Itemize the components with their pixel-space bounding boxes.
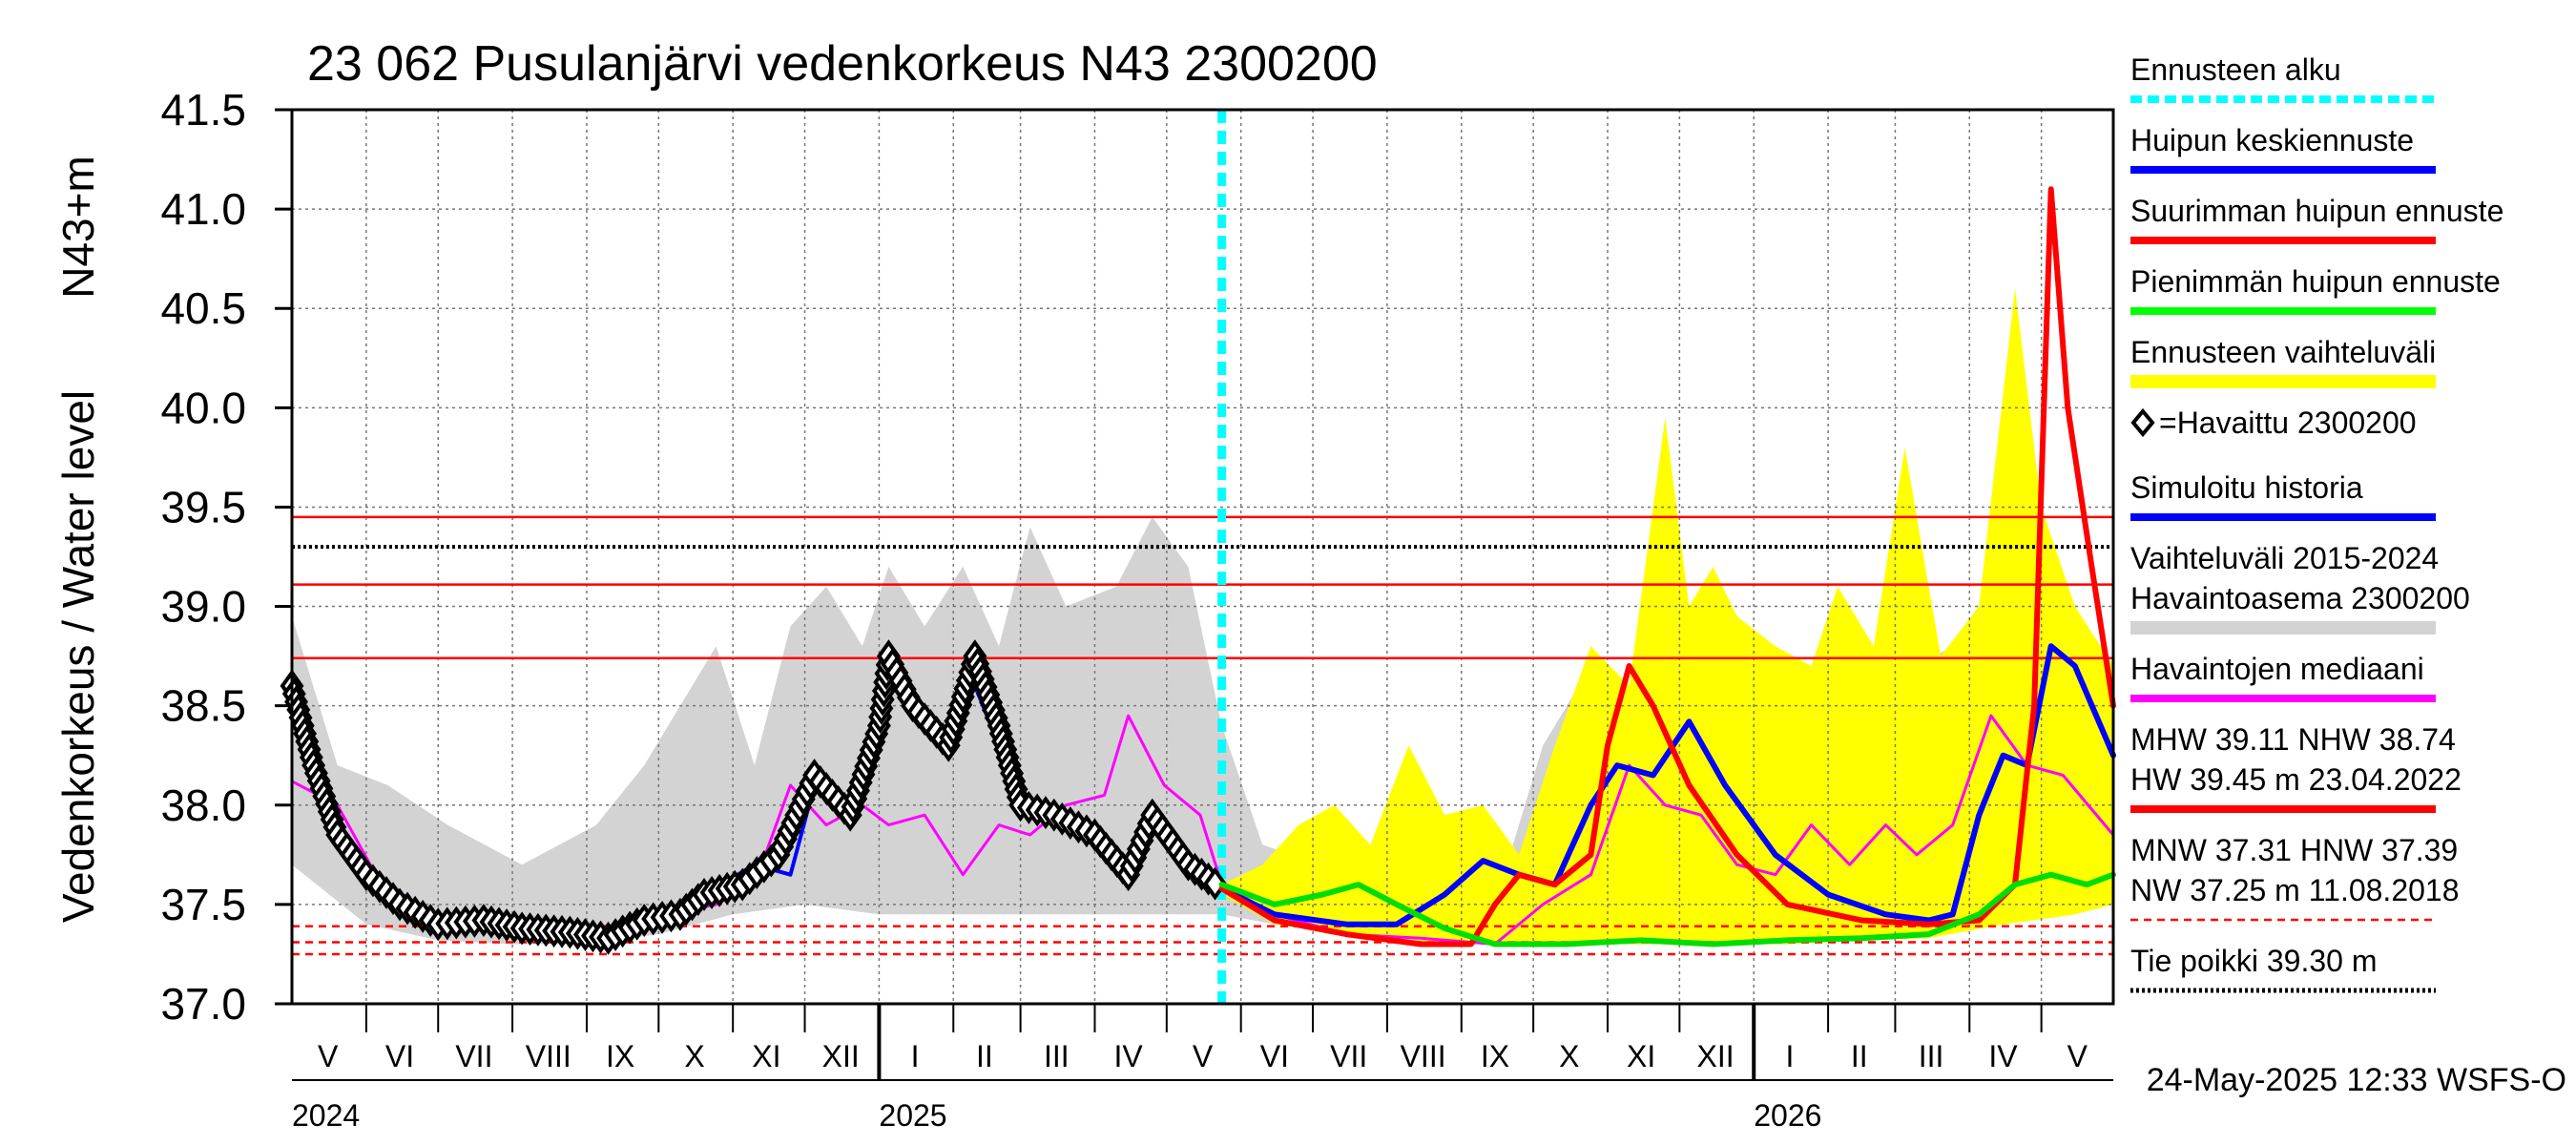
- year-label: 2026: [1754, 1098, 1821, 1133]
- month-label: VII: [1330, 1039, 1367, 1073]
- month-label: V: [1193, 1039, 1214, 1073]
- y-tick-label: 38.5: [160, 681, 246, 731]
- y-tick-label: 41.5: [160, 85, 246, 135]
- y-tick-label: 39.5: [160, 482, 246, 531]
- y-axis-label: Vedenkorkeus / Water level: [53, 390, 103, 923]
- legend-label: MHW 39.11 NHW 38.74: [2130, 722, 2456, 757]
- month-label: V: [2067, 1039, 2088, 1073]
- month-label: III: [1044, 1039, 1070, 1073]
- forecast-range-band: [1221, 288, 2113, 945]
- y-tick-label: 40.5: [160, 283, 246, 333]
- footer-timestamp: 24-May-2025 12:33 WSFS-O: [2147, 1062, 2566, 1098]
- series-line: [1218, 643, 2116, 927]
- month-label: VIII: [526, 1039, 571, 1073]
- legend-label: Simuloitu historia: [2130, 470, 2363, 505]
- legend-label: =Havaittu 2300200: [2159, 406, 2417, 440]
- legend-label: NW 37.25 m 11.08.2018: [2130, 873, 2460, 907]
- legend-label: MNW 37.31 HNW 37.39: [2130, 833, 2458, 867]
- grid-lines: [292, 109, 2113, 1005]
- month-label: V: [318, 1039, 339, 1073]
- legend-label: HW 39.45 m 23.04.2022: [2130, 762, 2462, 797]
- y-tick-label: 37.5: [160, 880, 246, 929]
- y-tick-label: 40.0: [160, 383, 246, 432]
- y-axis-unit-label: N43+m: [53, 156, 103, 299]
- legend-label: Ennusteen alku: [2130, 52, 2341, 87]
- month-label: VI: [1260, 1039, 1289, 1073]
- legend-label: Huipun keskiennuste: [2130, 123, 2414, 157]
- legend-label: Tie poikki 39.30 m: [2130, 944, 2377, 978]
- month-label: VI: [385, 1039, 414, 1073]
- month-label: VII: [455, 1039, 492, 1073]
- month-label: VIII: [1401, 1039, 1446, 1073]
- legend-label: Vaihteluväli 2015-2024: [2130, 541, 2439, 575]
- month-label: X: [1559, 1039, 1579, 1073]
- plot-border: [290, 108, 2115, 1006]
- chart-title: 23 062 Pusulanjärvi vedenkorkeus N43 230…: [307, 36, 1378, 92]
- y-tick-label: 38.0: [160, 781, 246, 830]
- month-label: IV: [1114, 1039, 1144, 1073]
- series-line: [1218, 186, 2116, 947]
- legend-label: Havaintojen mediaani: [2130, 652, 2424, 686]
- year-label: 2025: [879, 1098, 946, 1133]
- month-label: XI: [1627, 1039, 1655, 1073]
- month-label: IX: [606, 1039, 634, 1073]
- month-label: II: [1851, 1039, 1868, 1073]
- month-label: XII: [1696, 1039, 1734, 1073]
- legend: Ennusteen alku Huipun keskiennuste Suurimm…: [2130, 52, 2503, 993]
- month-label: I: [911, 1039, 920, 1073]
- y-tick-label: 41.0: [160, 184, 246, 234]
- month-label: X: [684, 1039, 704, 1073]
- legend-label: Havaintoasema 2300200: [2130, 581, 2470, 615]
- y-tick-label: 37.0: [160, 979, 246, 1029]
- plot-frame: [290, 108, 2115, 1006]
- legend-label: Ennusteen vaihteluväli: [2130, 335, 2436, 369]
- legend-diamond-icon: [2130, 407, 2155, 438]
- month-label: XII: [822, 1039, 860, 1073]
- month-label: XI: [752, 1039, 780, 1073]
- range-bands: [292, 288, 2113, 945]
- month-label: III: [1919, 1039, 1944, 1073]
- month-label: IX: [1481, 1039, 1509, 1073]
- month-label: IV: [1988, 1039, 2018, 1073]
- data-series: [280, 186, 2116, 955]
- y-tick-label: 39.0: [160, 582, 246, 632]
- year-label: 2024: [292, 1098, 360, 1133]
- month-label: I: [1785, 1039, 1794, 1073]
- axes: 37.0 37.5 38.0 38.5 39.0 39.5 40.0 40.5 41.0 41.5…: [160, 85, 2113, 1133]
- legend-label: Suurimman huipun ennuste: [2130, 194, 2503, 228]
- reference-lines: [292, 515, 2113, 956]
- series-line: [1218, 871, 2116, 947]
- legend-label: Pienimmän huipun ennuste: [2130, 264, 2501, 299]
- month-label: II: [976, 1039, 993, 1073]
